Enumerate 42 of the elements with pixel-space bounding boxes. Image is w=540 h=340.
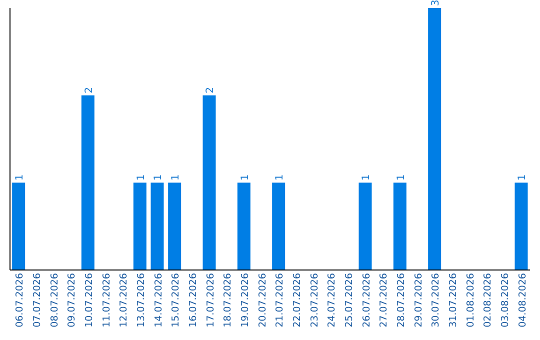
x-tick-label: 31.07.2026 [448, 273, 459, 328]
x-tick-label: 04.08.2026 [517, 273, 528, 328]
x-tick-label: 29.07.2026 [413, 273, 424, 328]
x-tick-label: 02.08.2026 [482, 273, 494, 328]
x-tick-label: 19.07.2026 [240, 273, 251, 328]
x-tick-label: 08.07.2026 [49, 273, 60, 328]
data-label: 1 [361, 174, 372, 181]
data-label: 1 [517, 174, 528, 181]
x-tick-label: 06.07.2026 [14, 273, 26, 328]
x-tick-label: 03.08.2026 [500, 273, 511, 328]
x-tick-label: 15.07.2026 [170, 273, 182, 328]
x-tick-label: 10.07.2026 [84, 273, 95, 328]
x-tick-label: 18.07.2026 [222, 273, 234, 328]
x-tick-label: 11.07.2026 [101, 273, 112, 328]
x-tick-label: 07.07.2026 [32, 273, 43, 328]
data-label: 1 [170, 174, 182, 181]
x-tick-label: 14.07.2026 [153, 273, 164, 328]
x-tick-label: 21.07.2026 [274, 273, 286, 328]
data-label: 1 [274, 174, 286, 181]
x-tick-label: 13.07.2026 [136, 273, 147, 328]
x-tick-label: 26.07.2026 [361, 273, 372, 328]
data-label: 3 [430, 0, 442, 6]
x-tick-label: 30.07.2026 [430, 273, 442, 328]
data-label: 1 [136, 174, 147, 181]
x-tick-label: 28.07.2026 [396, 273, 407, 328]
x-tick-label: 12.07.2026 [118, 273, 130, 328]
x-tick-label: 17.07.2026 [205, 273, 216, 328]
x-tick-label: 01.08.2026 [465, 273, 476, 328]
x-tick-label: 09.07.2026 [66, 273, 78, 328]
data-label: 2 [84, 86, 95, 94]
x-tick-label: 16.07.2026 [188, 273, 199, 328]
data-label: 1 [153, 174, 164, 181]
data-label: 2 [205, 86, 216, 94]
data-label: 1 [14, 174, 26, 181]
x-tick-label: 22.07.2026 [292, 273, 303, 328]
x-tick-label: 20.07.2026 [257, 273, 268, 328]
data-label: 1 [396, 174, 407, 181]
x-tick-label: 25.07.2026 [344, 273, 355, 328]
x-tick-label: 27.07.2026 [378, 273, 390, 328]
x-tick-label: 24.07.2026 [326, 273, 338, 328]
x-tick-label: 23.07.2026 [309, 273, 320, 328]
data-label: 1 [240, 174, 251, 181]
